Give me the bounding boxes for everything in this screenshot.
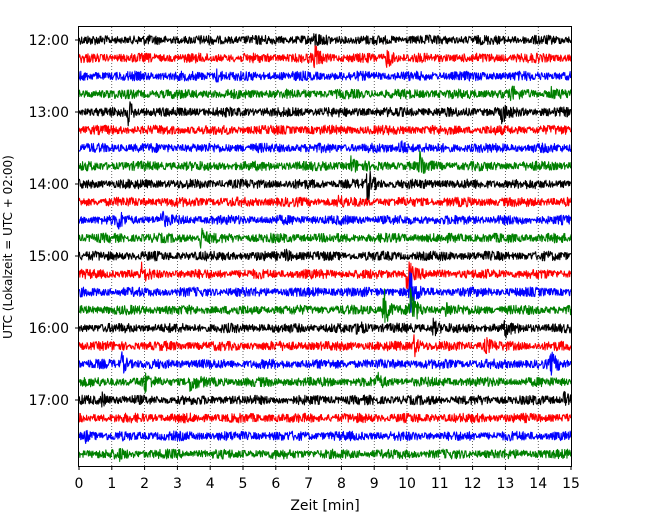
x-tick-label: 4: [206, 476, 215, 492]
x-tick-label: 3: [173, 476, 182, 492]
x-tick-label: 13: [496, 476, 514, 492]
trace-1515: [78, 261, 572, 290]
trace-1645: [78, 371, 572, 394]
trace-1630: [78, 351, 572, 376]
trace-1500: [78, 248, 572, 262]
trace-1300: [78, 101, 572, 127]
y-tick-label: 13:00: [29, 105, 69, 121]
x-tick-label: 6: [271, 476, 280, 492]
x-tick-label: 14: [529, 476, 547, 492]
trace-1330: [78, 140, 572, 154]
trace-1530: [78, 271, 572, 313]
trace-1200: [78, 33, 572, 48]
trace-1700: [78, 390, 572, 408]
trace-1215: [78, 45, 572, 69]
y-tick-label: 15:00: [29, 249, 69, 265]
x-tick-label: 10: [398, 476, 416, 492]
trace-1345: [78, 150, 572, 174]
x-tick-label: 15: [562, 476, 580, 492]
plot-frame: [78, 26, 572, 467]
trace-1600: [78, 317, 572, 339]
trace-1430: [78, 210, 572, 230]
x-tick-label: 5: [239, 476, 248, 492]
trace-1400: [78, 170, 572, 201]
trace-1545: [78, 287, 572, 323]
trace-1415: [78, 194, 572, 208]
x-axis-ticks: 0 1 2 3 4 5 6 7 8 9 10 11 12 13 14 15: [75, 466, 580, 492]
x-tick-label: 2: [140, 476, 149, 492]
y-tick-label: 14:00: [29, 177, 69, 193]
trace-rows: [78, 33, 572, 463]
y-axis-label: UTC (Lokalzeit = UTC + 02:00): [1, 155, 15, 339]
y-tick-label: 16:00: [29, 321, 69, 337]
trace-1715: [78, 412, 572, 424]
trace-1315: [78, 124, 572, 136]
x-tick-label: 11: [431, 476, 449, 492]
x-tick-label: 0: [75, 476, 84, 492]
trace-1730: [78, 429, 572, 445]
y-tick-label: 17:00: [29, 393, 69, 409]
trace-1245: [78, 85, 572, 102]
trace-1615: [78, 334, 572, 358]
y-axis-ticks: 12:00 13:00 14:00 15:00 16:00 17:00: [29, 33, 79, 409]
grid-lines: [111, 27, 539, 466]
x-tick-label: 8: [337, 476, 346, 492]
trace-1745: [78, 447, 572, 463]
x-axis-label: Zeit [min]: [290, 498, 359, 514]
trace-1230: [78, 68, 572, 83]
x-tick-label: 12: [464, 476, 482, 492]
x-tick-label: 1: [107, 476, 116, 492]
y-tick-label: 12:00: [29, 33, 69, 49]
trace-1445: [78, 227, 572, 249]
x-tick-label: 7: [304, 476, 313, 492]
x-tick-label: 9: [370, 476, 379, 492]
